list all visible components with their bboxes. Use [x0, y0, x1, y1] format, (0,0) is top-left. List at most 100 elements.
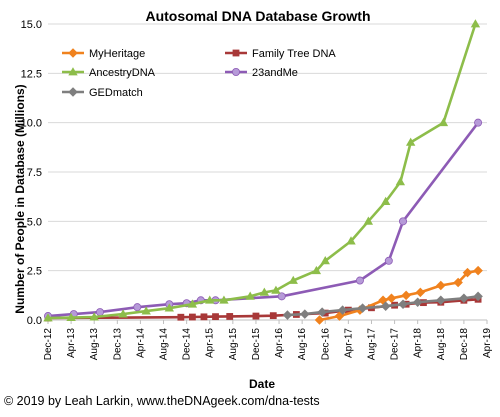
chart-title: Autosomal DNA Database Growth: [145, 8, 370, 24]
legend-label-myheritage: MyHeritage: [89, 48, 145, 60]
data-point-23andme: [384, 256, 393, 265]
y-tick-label: 10.0: [21, 118, 42, 130]
data-point-gedmatch: [337, 305, 348, 315]
data-point-23andme: [474, 118, 483, 127]
data-point-23andme: [133, 303, 142, 312]
data-point-gedmatch: [357, 303, 368, 313]
x-tick-label: Apr-13: [66, 328, 77, 358]
series-23andme: [44, 118, 483, 321]
data-point-family-tree-dna: [200, 313, 208, 321]
data-point-myheritage: [401, 290, 411, 301]
x-tick-label: Aug-14: [159, 328, 170, 361]
x-tick-label: Dec-17: [390, 328, 401, 361]
data-point-family-tree-dna: [212, 313, 219, 321]
x-tick-label: Apr-14: [135, 328, 146, 358]
legend-item-23andme: 23andMe: [225, 67, 298, 79]
y-tick-label: 2.5: [27, 266, 42, 278]
data-point-23andme: [355, 276, 364, 285]
y-tick-label: 5.0: [27, 216, 42, 228]
series-line-ancestrydna: [47, 23, 477, 320]
data-point-ancestrydna: [43, 313, 53, 322]
data-point-ancestrydna: [245, 291, 255, 300]
data-point-ancestrydna: [271, 285, 281, 294]
data-point-gedmatch: [459, 293, 469, 304]
copyright-credit: © 2019 by Leah Larkin, www.theDNAgeek.co…: [4, 394, 320, 408]
chart: Autosomal DNA Database Growth 0.0 2.5 5.0 7…: [13, 8, 493, 391]
data-point-gedmatch: [412, 297, 423, 308]
data-point-ancestrydna: [187, 299, 198, 308]
legend-marker-myheritage: [68, 48, 78, 58]
data-point-myheritage: [436, 280, 446, 291]
data-point-23andme: [95, 308, 104, 317]
data-point-ancestrydna: [141, 306, 151, 315]
x-tick-label: Aug-13: [89, 328, 100, 361]
data-point-family-tree-dna: [177, 313, 185, 321]
series-gedmatch: [282, 291, 483, 320]
data-point-ancestrydna: [66, 312, 76, 322]
data-point-ancestrydna: [89, 312, 99, 321]
data-point-gedmatch: [398, 299, 408, 309]
data-point-ancestrydna: [363, 216, 374, 225]
x-tick-label: Aug-17: [366, 328, 377, 361]
data-point-myheritage: [415, 287, 426, 298]
x-tick-label: Dec-18: [459, 328, 470, 361]
data-point-ancestrydna: [438, 117, 449, 127]
x-tick-label: Apr-17: [343, 328, 354, 358]
x-tick-label: Dec-13: [112, 328, 123, 361]
data-point-family-tree-dna: [269, 312, 277, 320]
data-point-ancestrydna: [288, 275, 298, 284]
y-tick-label: 7.5: [27, 167, 42, 179]
data-point-ancestrydna: [259, 287, 270, 296]
data-point-ancestrydna: [205, 295, 215, 304]
x-tick-label: Apr-18: [413, 328, 424, 358]
data-point-gedmatch: [473, 291, 483, 302]
legend-item-gedmatch: GEDmatch: [62, 87, 143, 99]
legend: MyHeritage Family Tree DNA AncestryDNA 23an…: [62, 48, 336, 99]
data-point-ancestrydna: [380, 196, 391, 206]
y-axis-ticks: 0.0 2.5 5.0 7.5 10.0 12.5 15.0: [21, 19, 42, 327]
legend-marker-23andme: [231, 68, 240, 77]
data-point-myheritage: [386, 293, 397, 304]
data-point-ancestrydna: [395, 177, 406, 186]
legend-label-23andme: 23andMe: [252, 67, 298, 79]
legend-label-ancestrydna: AncestryDNA: [89, 67, 156, 79]
data-point-ancestrydna: [219, 295, 229, 304]
x-tick-label: Aug-16: [297, 328, 308, 361]
x-tick-label: Aug-18: [436, 328, 447, 361]
data-point-23andme: [277, 292, 286, 301]
y-tick-label: 12.5: [21, 68, 42, 80]
y-axis-label: Number of People in Database (Millions): [13, 84, 27, 313]
y-tick-label: 15.0: [21, 19, 42, 31]
y-tick-label: 0.0: [27, 315, 42, 327]
data-point-ancestrydna: [470, 19, 481, 28]
data-point-ancestrydna: [320, 255, 330, 265]
x-axis-label: Date: [249, 377, 275, 391]
data-point-gedmatch: [282, 310, 293, 320]
data-point-myheritage: [473, 265, 483, 276]
data-point-family-tree-dna: [189, 313, 196, 321]
x-tick-label: Dec-12: [43, 328, 54, 361]
data-point-myheritage: [334, 311, 345, 321]
data-point-ancestrydna: [405, 137, 416, 146]
x-tick-label: Dec-16: [320, 328, 331, 361]
legend-item-family-tree-dna: Family Tree DNA: [225, 48, 336, 60]
x-tick-label: Apr-16: [274, 328, 285, 358]
series-layer: [43, 19, 483, 325]
data-point-myheritage: [314, 315, 325, 325]
data-point-gedmatch: [317, 307, 327, 317]
data-point-ancestrydna: [164, 303, 174, 312]
data-point-gedmatch: [436, 295, 446, 306]
data-point-ancestrydna: [346, 236, 356, 245]
legend-label-family-tree-dna: Family Tree DNA: [252, 48, 336, 60]
legend-label-gedmatch: GEDmatch: [89, 87, 143, 99]
series-ancestrydna: [43, 19, 481, 322]
data-point-ancestrydna: [311, 265, 322, 275]
data-point-gedmatch: [300, 309, 310, 319]
data-point-family-tree-dna: [226, 313, 234, 320]
legend-marker-family-tree-dna: [232, 49, 240, 57]
legend-marker-ancestrydna: [68, 67, 78, 76]
x-tick-label: Apr-15: [205, 328, 216, 358]
data-point-myheritage: [462, 267, 473, 278]
x-tick-label: Dec-14: [182, 328, 193, 361]
data-point-gedmatch: [380, 301, 391, 311]
